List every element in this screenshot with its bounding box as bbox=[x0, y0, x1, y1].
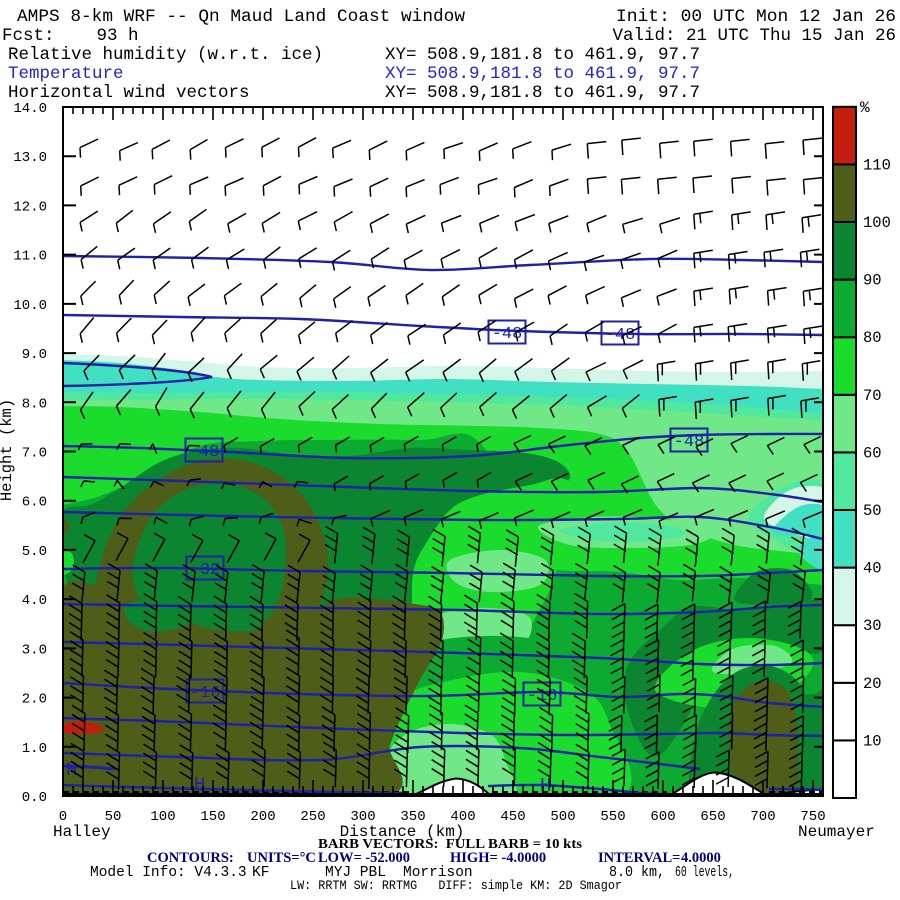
svg-text:60 levels,: 60 levels, bbox=[675, 865, 734, 881]
svg-text:250: 250 bbox=[300, 809, 325, 825]
svg-text:XY= 508.9,181.8 to 461.9, 97.7: XY= 508.9,181.8 to 461.9, 97.7 bbox=[385, 45, 700, 65]
svg-text:8.0 km,: 8.0 km, bbox=[609, 865, 665, 881]
svg-text:70: 70 bbox=[863, 387, 882, 405]
svg-text:Temperature: Temperature bbox=[8, 64, 124, 84]
svg-text:Valid: 21 UTC Thu 15 Jan 26: Valid: 21 UTC Thu 15 Jan 26 bbox=[612, 26, 896, 46]
svg-text:1.0: 1.0 bbox=[22, 741, 47, 757]
svg-text:%: % bbox=[860, 99, 870, 117]
svg-text:30: 30 bbox=[863, 617, 882, 635]
svg-text:10: 10 bbox=[863, 732, 882, 750]
svg-text:-32: -32 bbox=[190, 561, 221, 580]
svg-text:20: 20 bbox=[863, 675, 882, 693]
svg-text:14.0: 14.0 bbox=[13, 101, 47, 117]
svg-text:6.0: 6.0 bbox=[22, 495, 47, 511]
svg-text:CONTOURS:: CONTOURS: bbox=[147, 850, 234, 866]
svg-text:500: 500 bbox=[550, 809, 575, 825]
svg-text:750: 750 bbox=[800, 809, 825, 825]
svg-text:-48: -48 bbox=[605, 326, 636, 345]
svg-text:XY= 508.9,181.8 to 461.9, 97.7: XY= 508.9,181.8 to 461.9, 97.7 bbox=[385, 64, 700, 84]
svg-text:Morrison: Morrison bbox=[403, 865, 473, 881]
svg-text:-16: -16 bbox=[190, 684, 221, 703]
svg-text:Relative humidity (w.r.t. ice): Relative humidity (w.r.t. ice) bbox=[8, 45, 323, 65]
svg-text:100: 100 bbox=[150, 809, 175, 825]
svg-text:700: 700 bbox=[750, 809, 775, 825]
svg-text:Fcst: 93 h: Fcst: 93 h bbox=[2, 26, 139, 46]
svg-text:100: 100 bbox=[863, 214, 891, 232]
svg-text:4.0: 4.0 bbox=[22, 593, 47, 609]
svg-text:13.0: 13.0 bbox=[13, 150, 47, 166]
svg-text:10.0: 10.0 bbox=[13, 298, 47, 314]
svg-text:600: 600 bbox=[650, 809, 675, 825]
svg-text:80: 80 bbox=[863, 329, 882, 347]
svg-text:KF: KF bbox=[252, 865, 269, 881]
svg-text:INTERVAL=: INTERVAL= bbox=[598, 850, 680, 866]
svg-text:-48: -48 bbox=[492, 325, 523, 344]
svg-text:UNITS=°C: UNITS=°C bbox=[247, 850, 316, 866]
svg-text:60: 60 bbox=[863, 444, 882, 462]
svg-text:-16: -16 bbox=[527, 687, 558, 706]
svg-text:AMPS 8-km WRF -- Qn Maud Land: AMPS 8-km WRF -- Qn Maud Land Coast wind… bbox=[17, 7, 465, 27]
svg-text:-48: -48 bbox=[674, 433, 705, 452]
svg-text:300: 300 bbox=[350, 809, 375, 825]
svg-text:HIGH= -4.0000: HIGH= -4.0000 bbox=[450, 850, 546, 866]
svg-text:8.0: 8.0 bbox=[22, 396, 47, 412]
svg-text:0: 0 bbox=[59, 809, 67, 825]
svg-text:11.0: 11.0 bbox=[13, 249, 47, 265]
svg-text:Halley: Halley bbox=[53, 823, 111, 841]
svg-text:5.0: 5.0 bbox=[22, 544, 47, 560]
svg-text:90: 90 bbox=[863, 272, 882, 290]
svg-text:40: 40 bbox=[863, 560, 882, 578]
svg-text:LW: RRTM SW: RRTMG DIFF: sim: LW: RRTM SW: RRTMG DIFF: simple KM: 2D S… bbox=[290, 879, 622, 893]
svg-text:Horizontal wind vectors: Horizontal wind vectors bbox=[8, 83, 250, 103]
svg-text:150: 150 bbox=[200, 809, 225, 825]
svg-text:9.0: 9.0 bbox=[22, 347, 47, 363]
svg-text:7.0: 7.0 bbox=[22, 445, 47, 461]
svg-text:4.0000: 4.0000 bbox=[681, 850, 721, 866]
svg-text:400: 400 bbox=[450, 809, 475, 825]
svg-text:200: 200 bbox=[250, 809, 275, 825]
svg-text:Model Info: V4.3.3: Model Info: V4.3.3 bbox=[90, 865, 247, 881]
svg-text:Distance (km): Distance (km) bbox=[340, 823, 465, 841]
svg-text:Init: 00 UTC Mon 12 Jan 26: Init: 00 UTC Mon 12 Jan 26 bbox=[616, 7, 896, 27]
svg-text:LOW= -52.000: LOW= -52.000 bbox=[318, 850, 410, 866]
svg-text:12.0: 12.0 bbox=[13, 199, 47, 215]
svg-text:2.0: 2.0 bbox=[22, 692, 47, 708]
svg-text:650: 650 bbox=[700, 809, 725, 825]
svg-text:0.0: 0.0 bbox=[22, 790, 47, 806]
svg-text:-48: -48 bbox=[189, 443, 220, 462]
svg-text:BARB VECTORS: FULL BARB = 10: BARB VECTORS: FULL BARB = 10 kts bbox=[318, 836, 582, 851]
svg-text:XY= 508.9,181.8 to 461.9, 97.7: XY= 508.9,181.8 to 461.9, 97.7 bbox=[385, 83, 700, 103]
svg-text:Neumayer: Neumayer bbox=[798, 823, 875, 841]
svg-text:Height (km): Height (km) bbox=[0, 399, 16, 501]
svg-text:350: 350 bbox=[400, 809, 425, 825]
svg-text:3.0: 3.0 bbox=[22, 642, 47, 658]
svg-text:550: 550 bbox=[600, 809, 625, 825]
svg-text:MYJ PBL: MYJ PBL bbox=[325, 865, 386, 881]
svg-text:H: H bbox=[540, 775, 551, 797]
svg-text:H: H bbox=[194, 774, 205, 796]
svg-text:450: 450 bbox=[500, 809, 525, 825]
svg-text:50: 50 bbox=[105, 809, 122, 825]
svg-text:110: 110 bbox=[863, 156, 891, 174]
svg-text:50: 50 bbox=[863, 502, 882, 520]
